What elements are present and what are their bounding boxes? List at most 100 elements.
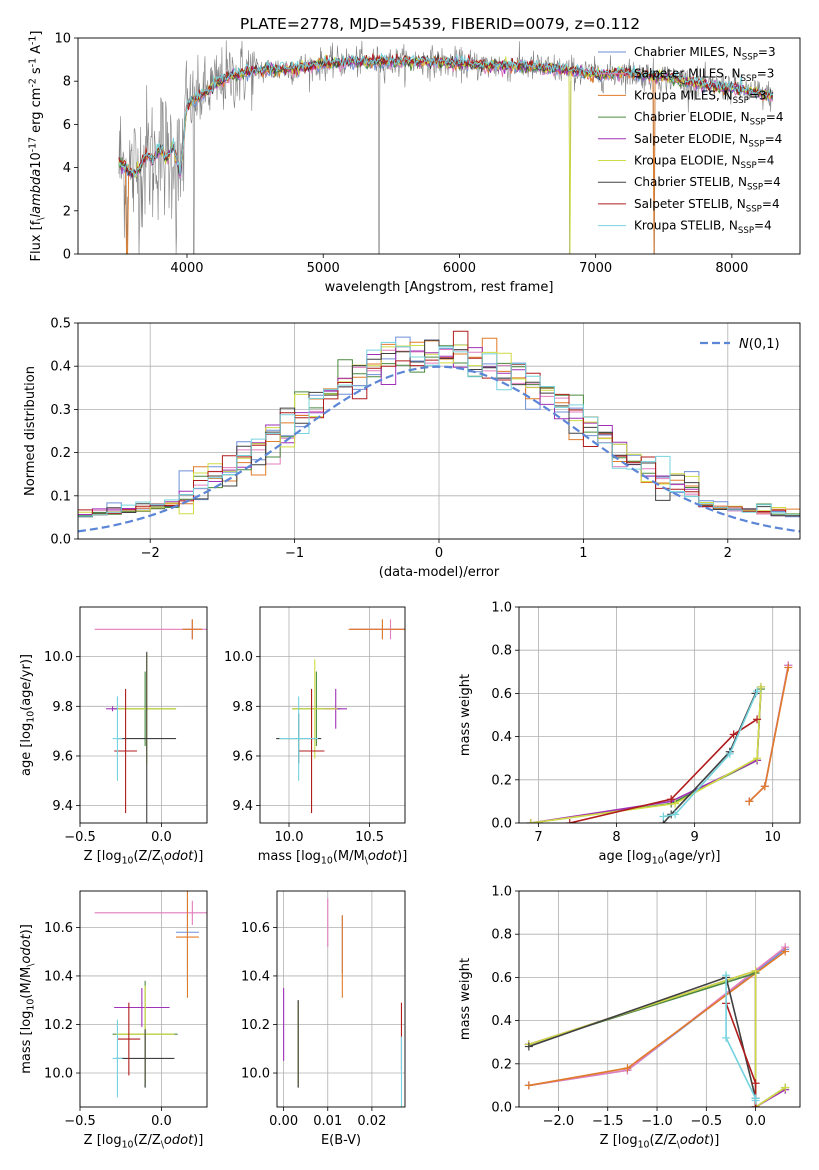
weight-marker-8 xyxy=(659,812,668,821)
legend-label-normal: N(0,1) xyxy=(739,337,780,352)
y-tick-label: 4 xyxy=(63,161,71,176)
axes-frame xyxy=(77,322,801,540)
x-tick-label: −2 xyxy=(141,546,160,561)
weight-line-7 xyxy=(569,718,758,823)
plot-area xyxy=(94,619,207,823)
y-tick-label: 9.8 xyxy=(232,700,253,715)
axes-frame xyxy=(79,606,208,824)
legend-label-0: Chabrier MILES, NSSP=3 xyxy=(634,45,776,63)
errorbar-point-7 xyxy=(298,688,325,814)
errorbar-point-2 xyxy=(182,619,203,640)
y-tick-label: 10.0 xyxy=(241,1067,270,1082)
legend-label-6: Chabrier STELIB, NSSP=4 xyxy=(634,175,781,193)
x-tick-label: 6000 xyxy=(443,261,476,276)
y-axis-label: Normed distribution xyxy=(23,366,38,496)
errorbar-point-1 xyxy=(94,900,207,925)
y-tick-label: 0.0 xyxy=(491,1101,512,1116)
legend-label-4: Salpeter ELODIE, NSSP=4 xyxy=(634,132,782,150)
plot-area xyxy=(276,619,405,814)
legend-label-1: Salpeter MILES, NSSP=3 xyxy=(634,67,774,85)
plot-area xyxy=(78,330,800,539)
x-tick-label: −1.0 xyxy=(641,1114,673,1129)
grid xyxy=(79,607,207,823)
axes-weight_vs_age: 7 8 9 10 0.0 0.2 0.4 0.6 0.8 1.0 age [log10(age/yr… xyxy=(458,601,801,867)
y-tick-label: 9.4 xyxy=(232,799,253,814)
weight-marker-8 xyxy=(671,810,680,819)
model-spectrum-line-8 xyxy=(118,52,774,178)
y-tick-label: 0.4 xyxy=(491,1014,512,1029)
y-tick-label: 0.0 xyxy=(491,817,512,832)
y-tick-label: 0.2 xyxy=(50,446,71,461)
x-tick-label: 2 xyxy=(724,546,732,561)
weight-marker-2 xyxy=(623,1064,632,1073)
y-tick-label: 1.0 xyxy=(491,601,512,616)
x-tick-label: −0.5 xyxy=(64,1114,96,1129)
y-tick-label: 10.4 xyxy=(241,969,270,984)
y-tick-label: 0.0 xyxy=(50,533,71,548)
x-axis-label: age [log10(age/yr)] xyxy=(599,849,721,867)
weight-marker-7 xyxy=(751,1079,760,1088)
errorbar-point-6 xyxy=(115,1029,175,1088)
y-axis-label: Flux [f\lambda10-17 erg cm-2 s-1 A-1] xyxy=(28,31,47,262)
x-tick-label: 0.01 xyxy=(313,1114,342,1129)
x-axis-label: E(B-V) xyxy=(321,1133,361,1148)
x-tick-label: 1 xyxy=(579,546,587,561)
x-tick-label: 4000 xyxy=(170,261,203,276)
y-tick-label: 0.6 xyxy=(491,687,512,702)
axes-mass_vs_ebv: 0.00 0.01 0.02 10.0 10.2 10.4 10.6 E(B-V) xyxy=(241,890,406,1148)
axes-residuals: −2 −1 0 1 2 0.0 0.1 0.2 0.3 0.4 0.5 (data-model)/er… xyxy=(23,317,801,580)
x-axis-label: mass [log10(M/M\odot)] xyxy=(258,849,408,867)
grid xyxy=(277,891,405,1107)
y-tick-label: 9.6 xyxy=(52,749,73,764)
weight-marker-8 xyxy=(753,687,762,696)
grid xyxy=(260,607,405,823)
errorbar-point-7 xyxy=(117,1002,141,1076)
weight-marker-8 xyxy=(722,971,731,980)
legend-label-2: Kroupa MILES, NSSP=3 xyxy=(634,88,767,106)
y-tick-label: 9.8 xyxy=(52,700,73,715)
legend-label-3: Chabrier ELODIE, NSSP=4 xyxy=(634,110,783,128)
weight-line-7 xyxy=(725,1003,757,1107)
weight-line-1 xyxy=(748,665,790,802)
weight-marker-7 xyxy=(729,730,738,739)
y-tick-label: 10.2 xyxy=(44,1018,73,1033)
normal-curve xyxy=(78,365,800,533)
plot-area xyxy=(526,661,793,823)
y-tick-label: 0.2 xyxy=(491,773,512,788)
y-tick-label: 0.6 xyxy=(491,971,512,986)
y-tick-label: 0.8 xyxy=(491,928,512,943)
y-tick-label: 0.4 xyxy=(491,730,512,745)
errorbar-point-4 xyxy=(114,988,170,1027)
axes-frame xyxy=(259,606,406,824)
axes-mass_vs_Z: −0.5 0.0 10.0 10.2 10.4 10.6 Z [log10(Z/Z\odot… xyxy=(19,890,208,1151)
weight-marker-7 xyxy=(753,715,762,724)
errorbar-point-2 xyxy=(176,891,199,998)
grid xyxy=(519,890,800,1108)
y-tick-label: 0.1 xyxy=(50,489,71,504)
y-tick-label: 6 xyxy=(63,118,71,133)
x-tick-label: 7 xyxy=(534,830,542,845)
plot-area xyxy=(524,943,790,1107)
x-tick-label: 8000 xyxy=(715,261,748,276)
weight-marker-6 xyxy=(524,1042,533,1051)
errorbar-point-8 xyxy=(279,696,318,781)
y-tick-label: 10.6 xyxy=(241,921,270,936)
weight-marker-8 xyxy=(751,1096,760,1105)
y-tick-label: 10.2 xyxy=(241,1018,270,1033)
y-axis-label: mass weight xyxy=(458,674,473,756)
y-tick-label: 10 xyxy=(54,32,71,47)
y-tick-label: 0.3 xyxy=(50,403,71,418)
y-tick-label: 0.2 xyxy=(491,1057,512,1072)
weight-marker-2 xyxy=(760,782,769,791)
x-axis-label: (data-model)/error xyxy=(379,565,500,580)
y-tick-label: 1.0 xyxy=(491,885,512,900)
x-axis-label: Z [log10(Z/Z\odot)] xyxy=(84,849,204,867)
errorbar-point-5 xyxy=(292,659,338,759)
weight-line-8 xyxy=(663,690,758,818)
y-tick-label: 10.6 xyxy=(44,921,73,936)
x-tick-label: 0.0 xyxy=(745,1114,766,1129)
axes-spectrum: 4000 5000 6000 7000 8000 0 2 4 6 8 10 wavelength [A… xyxy=(28,31,801,295)
axes-frame xyxy=(518,890,801,1108)
weight-marker-8 xyxy=(725,749,734,758)
